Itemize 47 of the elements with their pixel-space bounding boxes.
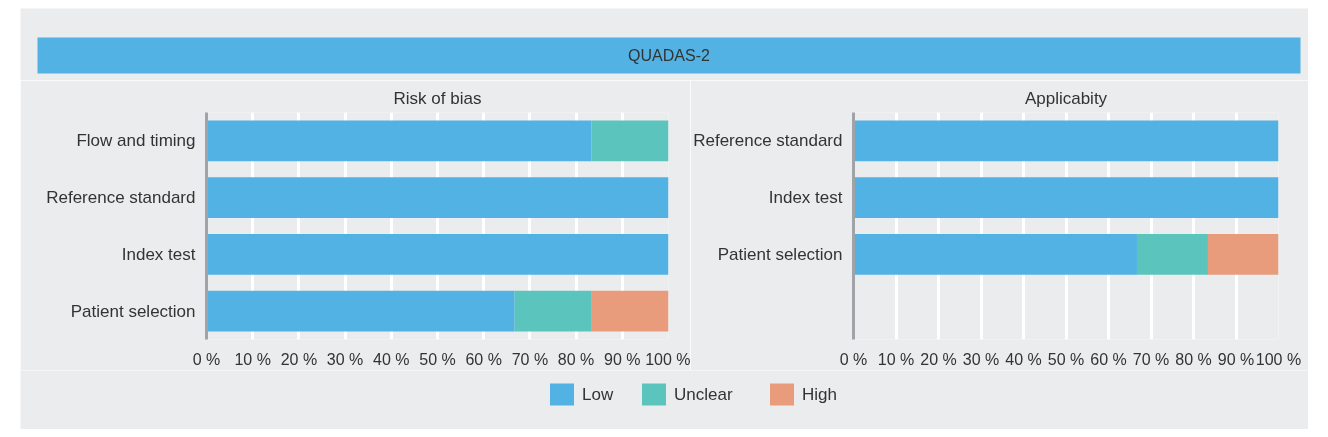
bar bbox=[1136, 233, 1208, 275]
x-tick-label: 10 % bbox=[877, 350, 915, 368]
text: QUADAS-2 bbox=[628, 47, 710, 64]
x-tick-label: 80 % bbox=[1175, 350, 1212, 368]
bar bbox=[514, 290, 592, 332]
bar bbox=[853, 233, 1137, 275]
y-tick-label: Reference standard bbox=[693, 131, 843, 151]
x-tick-label: 80 % bbox=[557, 350, 595, 368]
x-tick-label: 50 % bbox=[419, 350, 456, 368]
x-tick-label: 70 % bbox=[1132, 350, 1170, 368]
x-tick-label: 0 % bbox=[192, 350, 221, 368]
y-tick-label: Patient selection bbox=[70, 301, 196, 321]
legend-label: Low bbox=[582, 385, 614, 404]
bar bbox=[1207, 233, 1279, 275]
y-tick-label: Index test bbox=[768, 188, 843, 208]
y-tick-label: Flow and timing bbox=[76, 131, 196, 151]
x-tick-label: 90 % bbox=[604, 350, 641, 368]
x-tick-label: 40 % bbox=[373, 350, 410, 368]
y-tick-label: Patient selection bbox=[717, 244, 843, 264]
bar bbox=[206, 177, 669, 219]
bar bbox=[591, 290, 669, 332]
chart-title: Applicabity bbox=[1024, 88, 1108, 108]
x-tick-label: 30 % bbox=[326, 350, 364, 368]
x-tick-label: 50 % bbox=[1047, 350, 1085, 368]
x-tick-label: 20 % bbox=[920, 350, 957, 368]
legend-label: Unclear bbox=[674, 385, 733, 404]
chart-title: Risk of bias bbox=[393, 88, 482, 108]
x-tick-label: 30 % bbox=[962, 350, 1000, 368]
x-tick-label: 60 % bbox=[1090, 350, 1127, 368]
legend-label: High bbox=[802, 385, 837, 404]
x-tick-label: 90 % bbox=[1217, 350, 1255, 368]
x-tick-label: 0 % bbox=[839, 350, 868, 368]
bar bbox=[853, 120, 1279, 162]
y-tick-label: Index test bbox=[121, 244, 196, 264]
x-tick-label: 60 % bbox=[465, 350, 502, 368]
x-tick-label: 70 % bbox=[511, 350, 549, 368]
bar bbox=[206, 120, 592, 162]
x-tick-label: 100 % bbox=[1255, 350, 1302, 368]
y-tick-label: Reference standard bbox=[46, 188, 196, 208]
bar bbox=[206, 233, 669, 275]
bar bbox=[853, 177, 1279, 219]
x-tick-label: 40 % bbox=[1005, 350, 1042, 368]
x-tick-label: 100 % bbox=[645, 350, 691, 368]
bar bbox=[206, 290, 515, 332]
x-tick-label: 20 % bbox=[280, 350, 318, 368]
x-tick-label: 10 % bbox=[234, 350, 271, 368]
bar bbox=[591, 120, 669, 162]
